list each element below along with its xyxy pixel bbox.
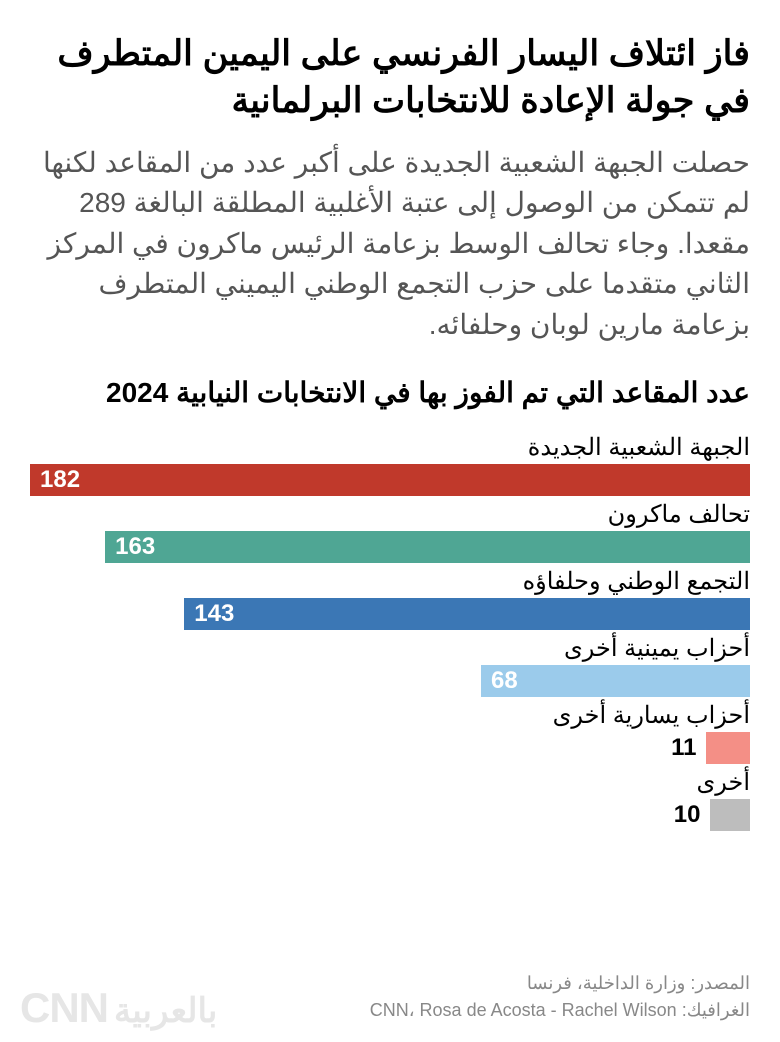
bar-value: 11 xyxy=(671,732,706,764)
seats-bar-chart: الجبهة الشعبية الجديدة182تحالف ماكرون163… xyxy=(30,433,750,831)
chart-title: عدد المقاعد التي تم الفوز بها في الانتخا… xyxy=(30,373,750,412)
bar-value: 163 xyxy=(105,533,155,561)
bar-value: 182 xyxy=(30,466,80,494)
bar: 68 xyxy=(481,665,750,697)
bar-value: 143 xyxy=(184,600,234,628)
bar-track: 182 xyxy=(30,464,750,496)
bar-row: أخرى10 xyxy=(30,768,750,831)
bar-category-label: تحالف ماكرون xyxy=(30,500,750,531)
bar-category-label: التجمع الوطني وحلفاؤه xyxy=(30,567,750,598)
bar-category-label: أحزاب يسارية أخرى xyxy=(30,701,750,732)
bar xyxy=(706,732,750,764)
source-value: وزارة الداخلية، فرنسا xyxy=(527,973,686,993)
bar: 143 xyxy=(184,598,750,630)
bar-value: 10 xyxy=(674,799,711,831)
bar-track: 10 xyxy=(30,799,750,831)
bar-track: 163 xyxy=(30,531,750,563)
source-label: المصدر: xyxy=(690,973,750,993)
graphic-line: الغرافيك: CNN، Rosa de Acosta - Rachel W… xyxy=(370,997,750,1024)
bar-track: 143 xyxy=(30,598,750,630)
bar-row: التجمع الوطني وحلفاؤه143 xyxy=(30,567,750,630)
bar-value: 68 xyxy=(481,667,518,695)
bar xyxy=(710,799,750,831)
bar-track: 11 xyxy=(30,732,750,764)
bar-row: أحزاب يمينية أخرى68 xyxy=(30,634,750,697)
bar-category-label: الجبهة الشعبية الجديدة xyxy=(30,433,750,464)
bar-row: تحالف ماكرون163 xyxy=(30,500,750,563)
bar-category-label: أخرى xyxy=(30,768,750,799)
graphic-value: CNN، Rosa de Acosta - Rachel Wilson xyxy=(370,1000,677,1020)
watermark-suffix: بالعربية xyxy=(114,991,217,1031)
bar-track: 68 xyxy=(30,665,750,697)
infographic-container: فاز ائتلاف اليسار الفرنسي على اليمين الم… xyxy=(0,0,780,831)
bar: 163 xyxy=(105,531,750,563)
watermark-brand: CNN xyxy=(20,984,108,1032)
subhead: حصلت الجبهة الشعبية الجديدة على أكبر عدد… xyxy=(30,143,750,346)
bar-category-label: أحزاب يمينية أخرى xyxy=(30,634,750,665)
bar-row: الجبهة الشعبية الجديدة182 xyxy=(30,433,750,496)
graphic-label: الغرافيك: xyxy=(682,1000,750,1020)
bar: 182 xyxy=(30,464,750,496)
bar-row: أحزاب يسارية أخرى11 xyxy=(30,701,750,764)
footer-text: المصدر: وزارة الداخلية، فرنسا الغرافيك: … xyxy=(370,970,750,1024)
headline: فاز ائتلاف اليسار الفرنسي على اليمين الم… xyxy=(30,30,750,125)
cnn-watermark: CNN بالعربية xyxy=(20,984,217,1032)
source-line: المصدر: وزارة الداخلية، فرنسا xyxy=(370,970,750,997)
